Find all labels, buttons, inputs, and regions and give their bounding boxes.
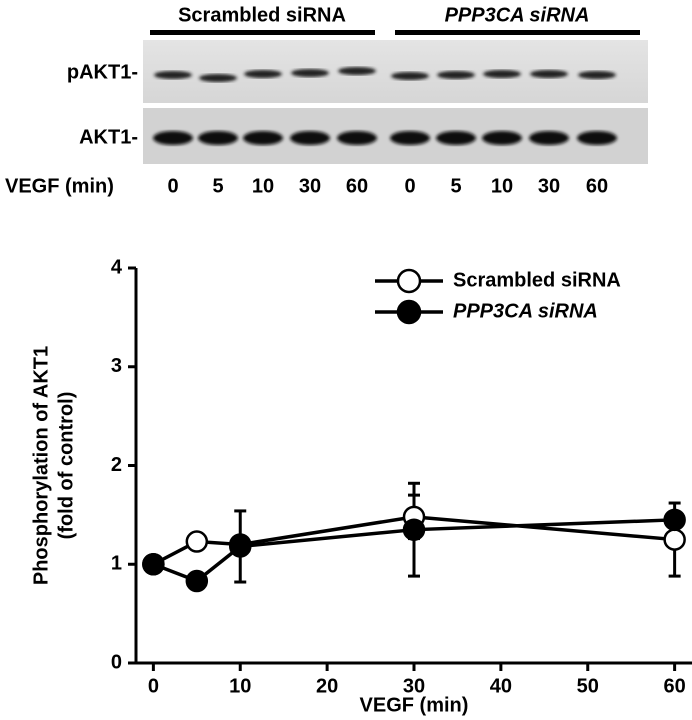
group-bar [395,30,640,35]
row-label: pAKT1- [67,61,138,83]
x-tick-label: 50 [577,675,599,697]
point [663,508,686,532]
point [663,528,686,551]
y-axis-label: (fold of control) [55,392,77,540]
band [338,67,376,75]
point [185,530,209,553]
lane-title: VEGF (min) [5,175,114,197]
band [390,131,430,145]
legend-label: Scrambled siRNA [453,269,621,291]
band [577,131,617,145]
band [578,71,616,79]
band [243,131,283,145]
band [437,71,475,79]
y-tick-label: 0 [111,651,122,673]
band [153,131,193,145]
band [290,131,330,145]
x-tick-label: 60 [664,675,686,697]
band [337,131,377,145]
lane-label: 30 [538,175,560,197]
band [436,131,476,145]
band [530,70,568,78]
band [482,131,522,145]
group-label: PPP3CA siRNA [445,4,590,26]
group-bar [150,30,375,35]
x-tick-label: 10 [229,675,251,697]
lane-label: 60 [586,175,608,197]
y-tick-label: 4 [111,256,123,278]
legend-marker [396,299,422,325]
lane-label: 10 [252,175,274,197]
legend-marker [396,268,422,294]
band [529,131,569,145]
band [199,74,237,82]
point [142,553,165,576]
lane-label: 5 [450,175,461,197]
x-tick-label: 20 [316,675,338,697]
band [244,70,282,78]
x-tick-label: 30 [403,675,425,697]
lane-label: 30 [299,175,321,197]
band [291,69,329,77]
band [154,71,192,79]
legend-label: PPP3CA siRNA [453,300,598,322]
row-label: AKT1- [79,126,138,148]
point [229,535,252,558]
lane-label: 0 [167,175,178,197]
y-axis-label: Phosphorylation of AKT1 [30,346,52,585]
lane-label: 10 [491,175,513,197]
band [198,131,238,145]
x-tick-label: 40 [490,675,512,697]
y-tick-label: 3 [111,355,122,377]
group-label: Scrambled siRNA [178,4,346,26]
point [402,518,426,541]
lane-label: 5 [212,175,223,197]
lane-label: 0 [404,175,415,197]
y-tick-label: 2 [111,454,122,476]
point [185,569,209,593]
lane-label: 60 [346,175,368,197]
band [483,70,521,78]
band [391,72,429,80]
blot-panel [143,40,648,103]
x-tick-label: 0 [148,675,159,697]
y-tick-label: 1 [111,553,122,575]
x-axis-label: VEGF (min) [360,694,469,716]
